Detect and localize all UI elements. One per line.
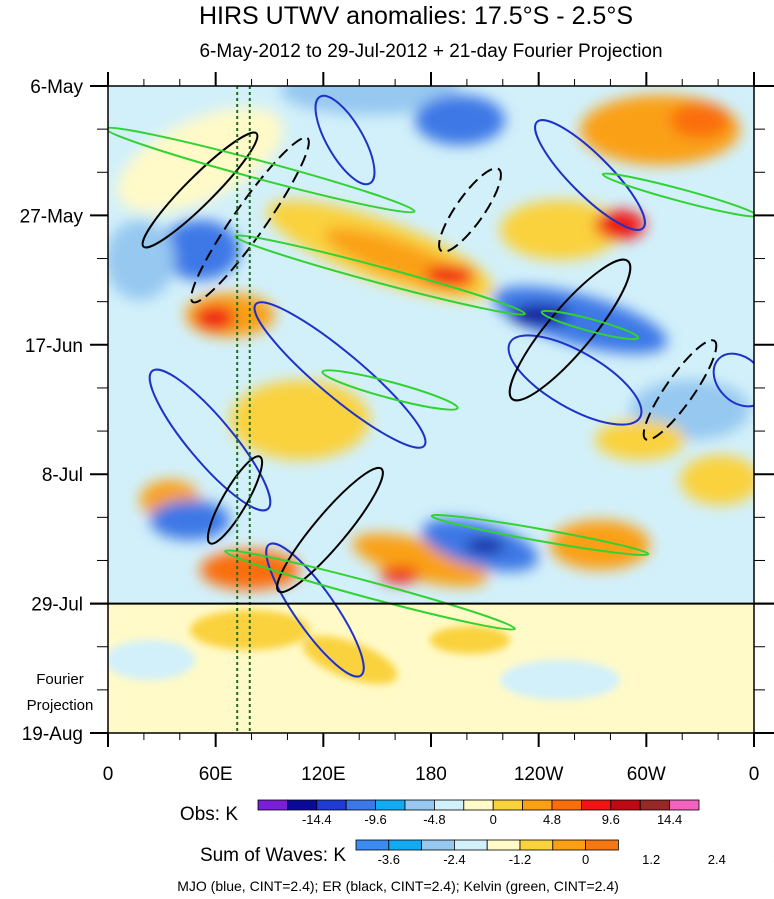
obs-legend-tick-label: 14.4	[657, 812, 682, 827]
wave-contours	[108, 94, 754, 678]
obs-legend-swatch	[257, 799, 288, 811]
obs-legend-swatch	[492, 799, 524, 811]
obs-legend-swatch	[286, 799, 318, 811]
mjo-contour	[314, 94, 376, 186]
er-contour	[508, 258, 632, 402]
y-tick-label: 8-Jul	[42, 465, 83, 486]
obs-legend-swatch	[433, 799, 465, 811]
obs-legend-swatch	[522, 799, 553, 811]
obs-legend-tick-label: 9.6	[602, 812, 620, 827]
kelvin-contour	[321, 369, 459, 411]
kelvin-contour	[234, 234, 526, 316]
kelvin-contour	[540, 309, 640, 341]
y-tick-label: 29-Jul	[31, 595, 83, 616]
mjo-contour	[507, 334, 643, 426]
chart-subtitle: 6-May-2012 to 29-Jul-2012 + 21-day Fouri…	[199, 41, 662, 62]
waves-legend-tick-label: 0	[582, 852, 589, 867]
waves-legend-tick-label: -3.6	[378, 852, 400, 867]
mjo-contour	[253, 301, 427, 449]
y-tick-label: 17-Jun	[25, 336, 83, 357]
obs-legend-tick-label: -4.8	[423, 812, 445, 827]
x-tick-label: 180	[415, 764, 447, 785]
waves-legend-swatch	[519, 839, 554, 851]
projection-label-line2: Projection	[27, 697, 94, 714]
obs-legend-tick-label: -9.6	[364, 812, 386, 827]
chart-title: HIRS UTWV anomalies: 17.5°S - 2.5°S	[199, 2, 633, 30]
wave-legend-footer: MJO (blue, CINT=2.4); ER (black, CINT=2.…	[177, 878, 619, 894]
obs-legend-swatch	[610, 799, 641, 811]
x-tick-label: 120E	[301, 764, 345, 785]
waves-legend-swatch	[585, 839, 619, 851]
y-axis: 6-May 27-May 17-Jun 8-Jul 29-Jul 19-Aug	[20, 77, 774, 745]
y-tick-label: 27-May	[20, 206, 84, 227]
waves-legend-tick-label: 2.4	[708, 852, 726, 867]
kelvin-contour	[108, 126, 416, 214]
obs-legend-swatch	[375, 799, 406, 811]
projection-anomaly-patches	[108, 610, 620, 700]
obs-legend-tick-label: 4.8	[543, 812, 561, 827]
obs-legend-swatch	[345, 799, 377, 811]
obs-legend-swatch	[669, 799, 700, 811]
er-contour	[642, 339, 718, 441]
waves-legend-swatch	[552, 839, 586, 851]
x-tick-label: 60W	[627, 764, 666, 785]
obs-legend-tick-label: 0	[490, 812, 497, 827]
obs-legend-label: Obs: K	[180, 804, 238, 825]
obs-legend-swatch	[551, 799, 582, 811]
kelvin-contour	[224, 549, 516, 631]
obs-legend-swatch	[316, 799, 347, 811]
x-tick-label: 120W	[514, 764, 564, 785]
er-contour	[141, 131, 259, 249]
projection-label-line1: Fourier	[36, 671, 84, 688]
mjo-contour	[148, 368, 272, 512]
er-contour	[438, 167, 502, 253]
kelvin-contour	[430, 514, 650, 556]
kelvin-contour	[601, 172, 754, 218]
y-tick-label: 19-Aug	[22, 724, 83, 745]
obs-legend: Obs: K -14.4 -9.6 -4.8 0 4.8 9.6 14.4	[180, 799, 700, 827]
x-tick-label: 0	[103, 764, 114, 785]
x-tick-label: 60E	[199, 764, 233, 785]
obs-legend-swatch	[581, 799, 612, 811]
y-tick-label: 6-May	[30, 77, 83, 98]
obs-legend-swatch	[404, 799, 435, 811]
obs-legend-swatch	[463, 799, 494, 811]
x-tick-label: 0	[749, 764, 760, 785]
waves-legend: Sum of Waves: K -3.6-2.4-1.201.22.43.6	[200, 839, 774, 867]
waves-legend-swatch	[355, 839, 390, 851]
obs-legend-tick-label: -14.4	[302, 812, 332, 827]
waves-legend-swatch	[388, 839, 422, 851]
waves-legend-swatch	[486, 839, 521, 851]
waves-legend-swatch	[453, 839, 488, 851]
waves-legend-tick-label: -1.2	[509, 852, 531, 867]
waves-legend-tick-label: 1.2	[642, 852, 660, 867]
x-axis: 0 60E 120E 180 120W 60W 0	[103, 72, 760, 785]
obs-legend-swatch	[639, 799, 671, 811]
waves-legend-swatch	[421, 839, 455, 851]
er-contour	[206, 455, 264, 545]
anomaly-field	[108, 86, 754, 733]
mjo-contour	[712, 352, 754, 408]
waves-legend-label: Sum of Waves: K	[200, 845, 346, 866]
mjo-contour	[534, 119, 646, 231]
mjo-contour	[265, 542, 365, 678]
waves-legend-tick-label: -2.4	[443, 852, 465, 867]
er-contour	[276, 466, 384, 594]
